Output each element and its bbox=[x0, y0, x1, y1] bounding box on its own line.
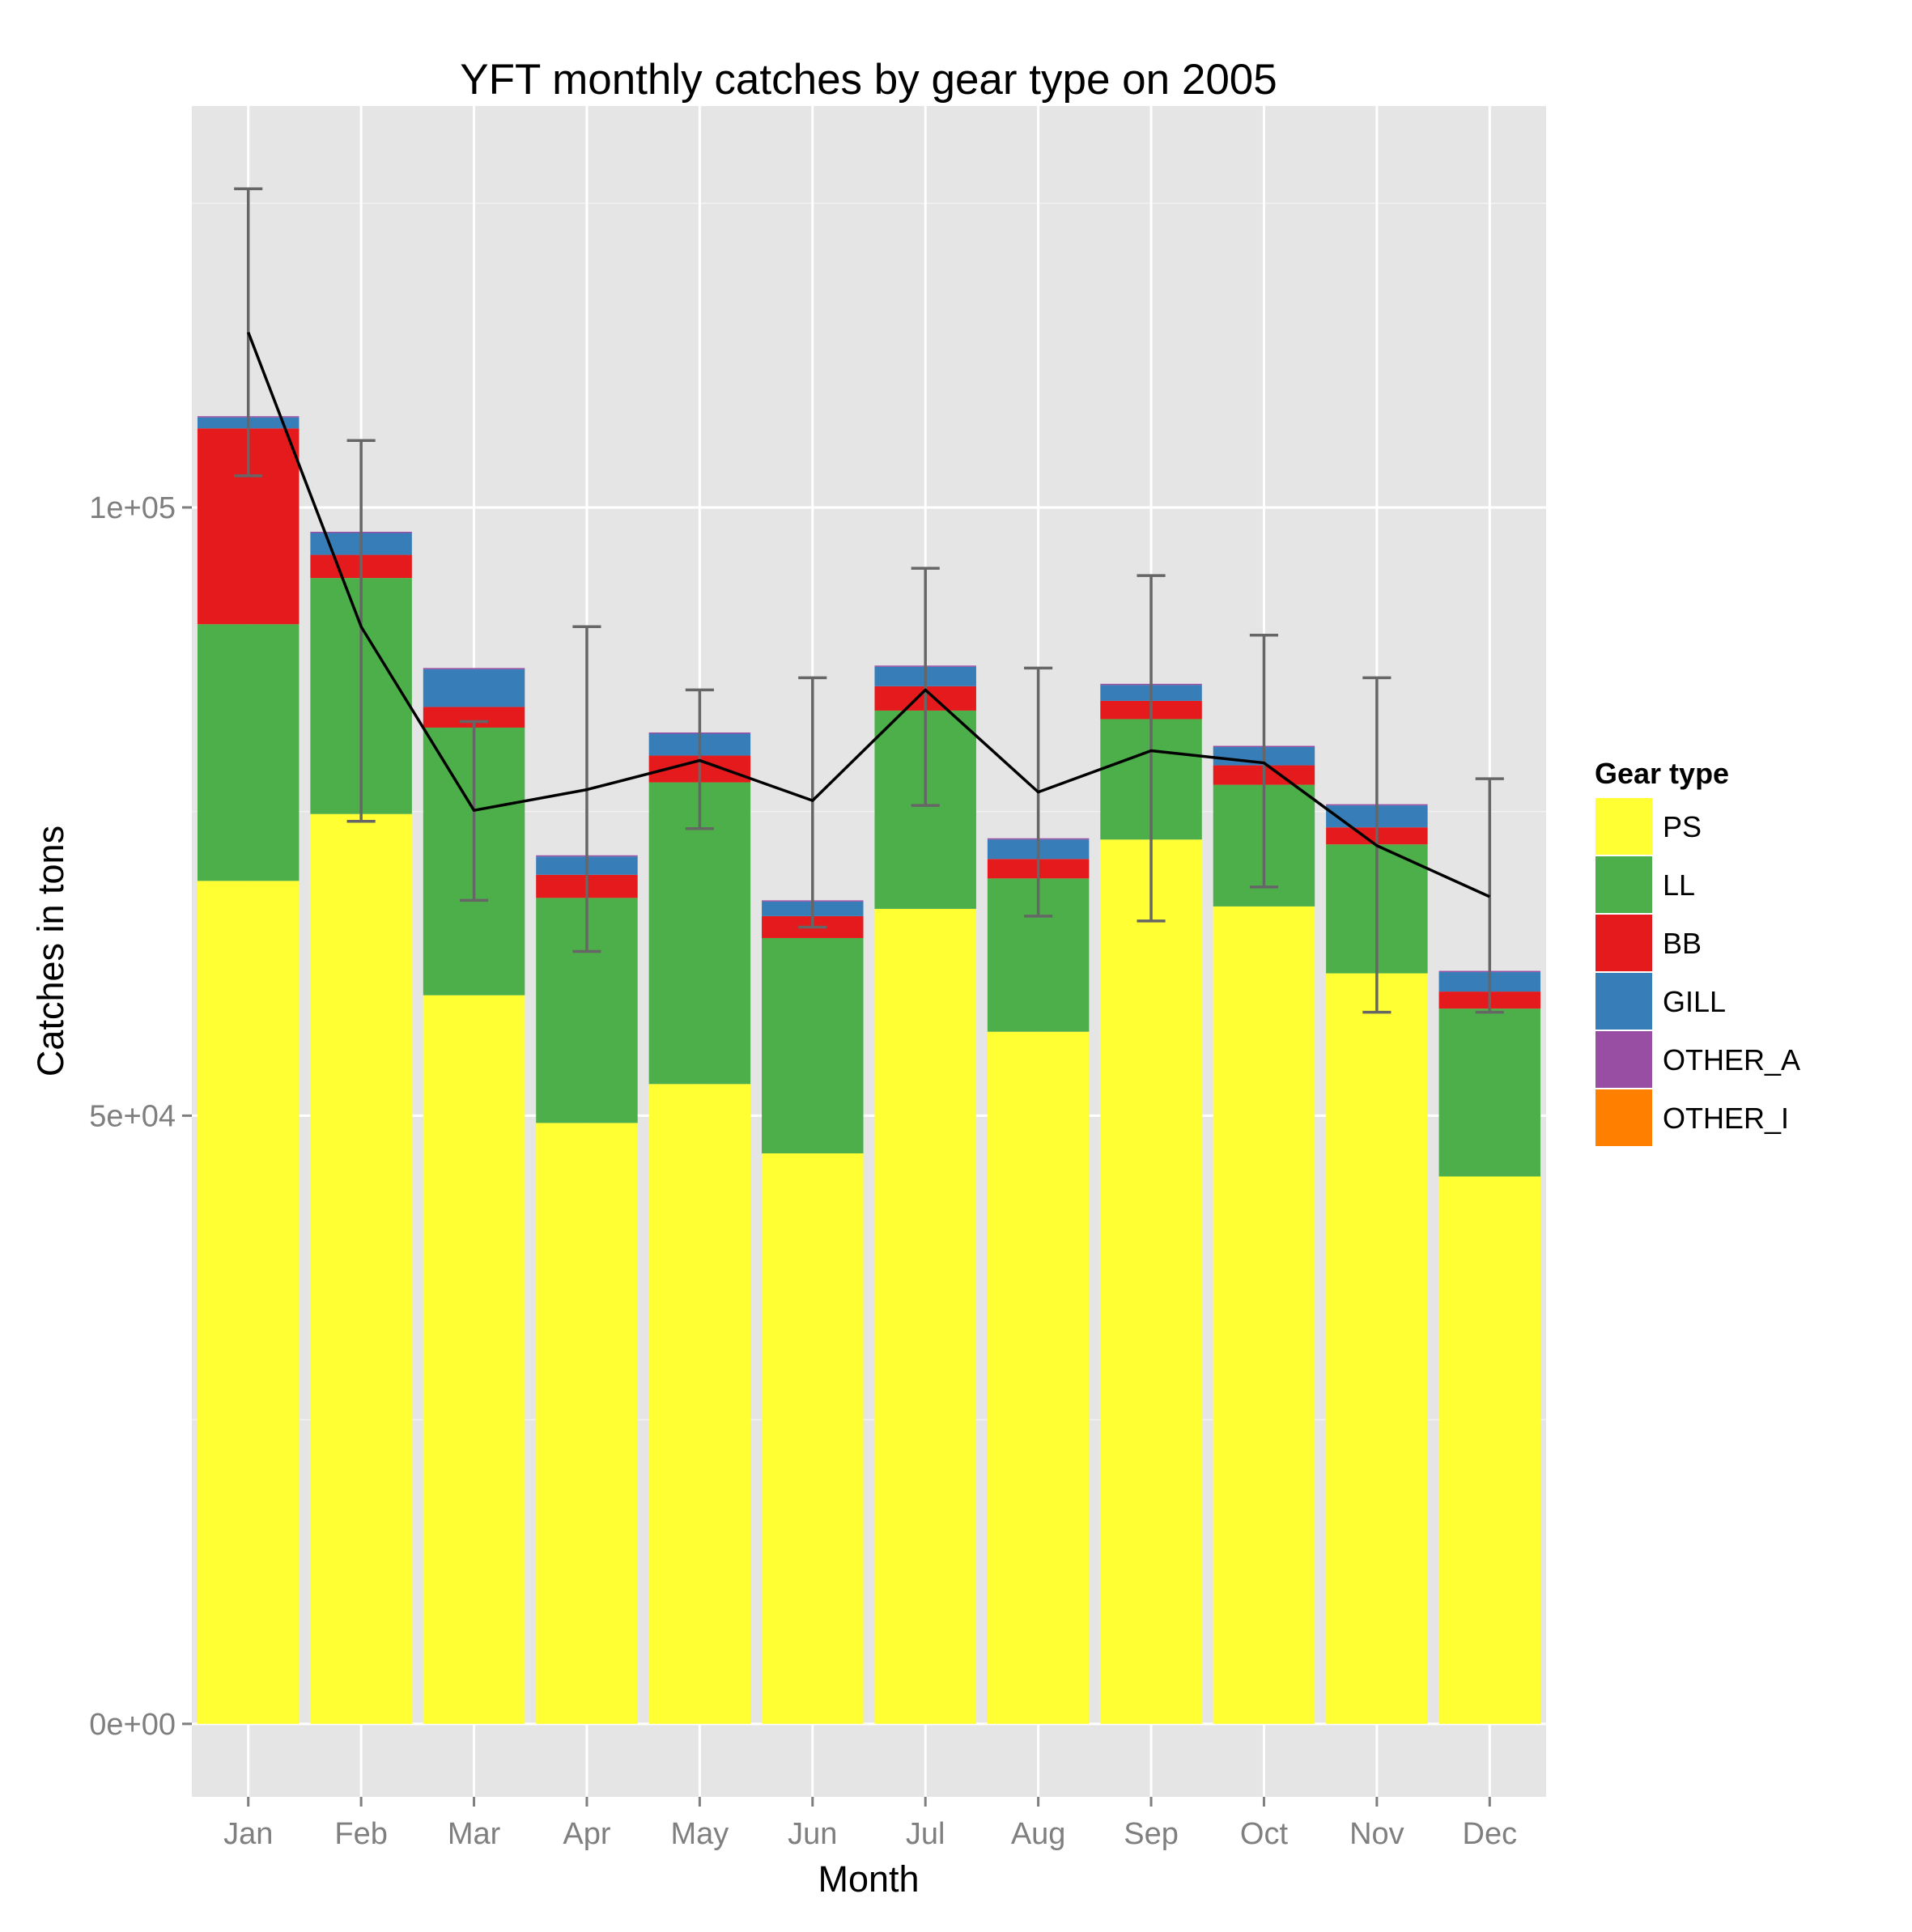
stacked-bars bbox=[197, 416, 1541, 1724]
bar-ll-jun bbox=[762, 937, 864, 1153]
legend-key-gill bbox=[1594, 971, 1654, 1031]
legend-label-bb: BB bbox=[1663, 927, 1702, 960]
legend-label-other-i: OTHER_I bbox=[1663, 1102, 1789, 1135]
bar-ll-may bbox=[648, 782, 751, 1085]
y-axis-label: Catches in tons bbox=[30, 826, 71, 1076]
legend-label-ll: LL bbox=[1663, 868, 1695, 902]
bar-ps-sep bbox=[1100, 839, 1202, 1724]
axes: 0e+00 5e+04 1e+05 Jan Feb Mar Apr May Jun Jul Aug S… bbox=[89, 491, 1517, 1851]
x-tick-label: Jun bbox=[788, 1817, 837, 1851]
y-tick-label: 0e+00 bbox=[89, 1708, 176, 1742]
x-tick-label: Sep bbox=[1124, 1817, 1179, 1851]
bar-ps-mar bbox=[423, 995, 525, 1724]
x-axis-label: Month bbox=[818, 1858, 919, 1900]
x-tick-label: Mar bbox=[448, 1817, 501, 1851]
bar-ps-aug bbox=[987, 1031, 1090, 1724]
bar-ll-jan bbox=[197, 624, 300, 881]
legend-label-gill: GILL bbox=[1663, 985, 1726, 1018]
bar-ps-oct bbox=[1213, 906, 1315, 1724]
y-tick-label: 1e+05 bbox=[89, 491, 176, 525]
bar-ps-jan bbox=[197, 881, 300, 1724]
legend-label-ps: PS bbox=[1663, 810, 1702, 843]
legend-label-other-a: OTHER_A bbox=[1663, 1043, 1800, 1076]
legend-title: Gear type bbox=[1595, 757, 1729, 790]
bar-ll-dec bbox=[1438, 1008, 1541, 1177]
x-tick-label: Feb bbox=[334, 1817, 387, 1851]
bar-ps-dec bbox=[1438, 1176, 1541, 1724]
x-tick-label: Dec bbox=[1463, 1817, 1518, 1851]
bar-ps-nov bbox=[1326, 973, 1428, 1724]
bar-other-a-mar bbox=[423, 668, 525, 669]
x-tick-label: Oct bbox=[1240, 1817, 1289, 1851]
legend-key-bb bbox=[1594, 913, 1654, 973]
bar-ps-jul bbox=[874, 908, 976, 1724]
legend-key-other-i bbox=[1594, 1088, 1654, 1148]
mean-line bbox=[247, 331, 1491, 898]
bar-ps-jun bbox=[762, 1153, 864, 1724]
x-tick-label: Nov bbox=[1349, 1817, 1404, 1851]
legend: Gear type PS LL BB GILL OTHER_A OTHER_I bbox=[1594, 757, 1800, 1148]
x-tick-label: Jul bbox=[906, 1817, 945, 1851]
legend-key-ll bbox=[1594, 855, 1654, 915]
x-tick-label: Aug bbox=[1011, 1817, 1066, 1851]
legend-key-other-a bbox=[1594, 1030, 1654, 1089]
bar-gill-mar bbox=[423, 669, 525, 707]
panel-background bbox=[192, 106, 1546, 1797]
mean-line-layer bbox=[247, 331, 1491, 898]
bar-ps-may bbox=[648, 1084, 751, 1724]
chart-title: YFT monthly catches by gear type on 2005 bbox=[460, 56, 1277, 104]
x-tick-label: Apr bbox=[563, 1817, 610, 1851]
bar-ps-apr bbox=[536, 1123, 638, 1724]
y-tick-label: 5e+04 bbox=[89, 1099, 176, 1133]
bar-ps-feb bbox=[310, 813, 412, 1724]
x-tick-label: May bbox=[670, 1817, 729, 1851]
legend-key-ps bbox=[1594, 796, 1654, 856]
x-tick-label: Jan bbox=[223, 1817, 273, 1851]
